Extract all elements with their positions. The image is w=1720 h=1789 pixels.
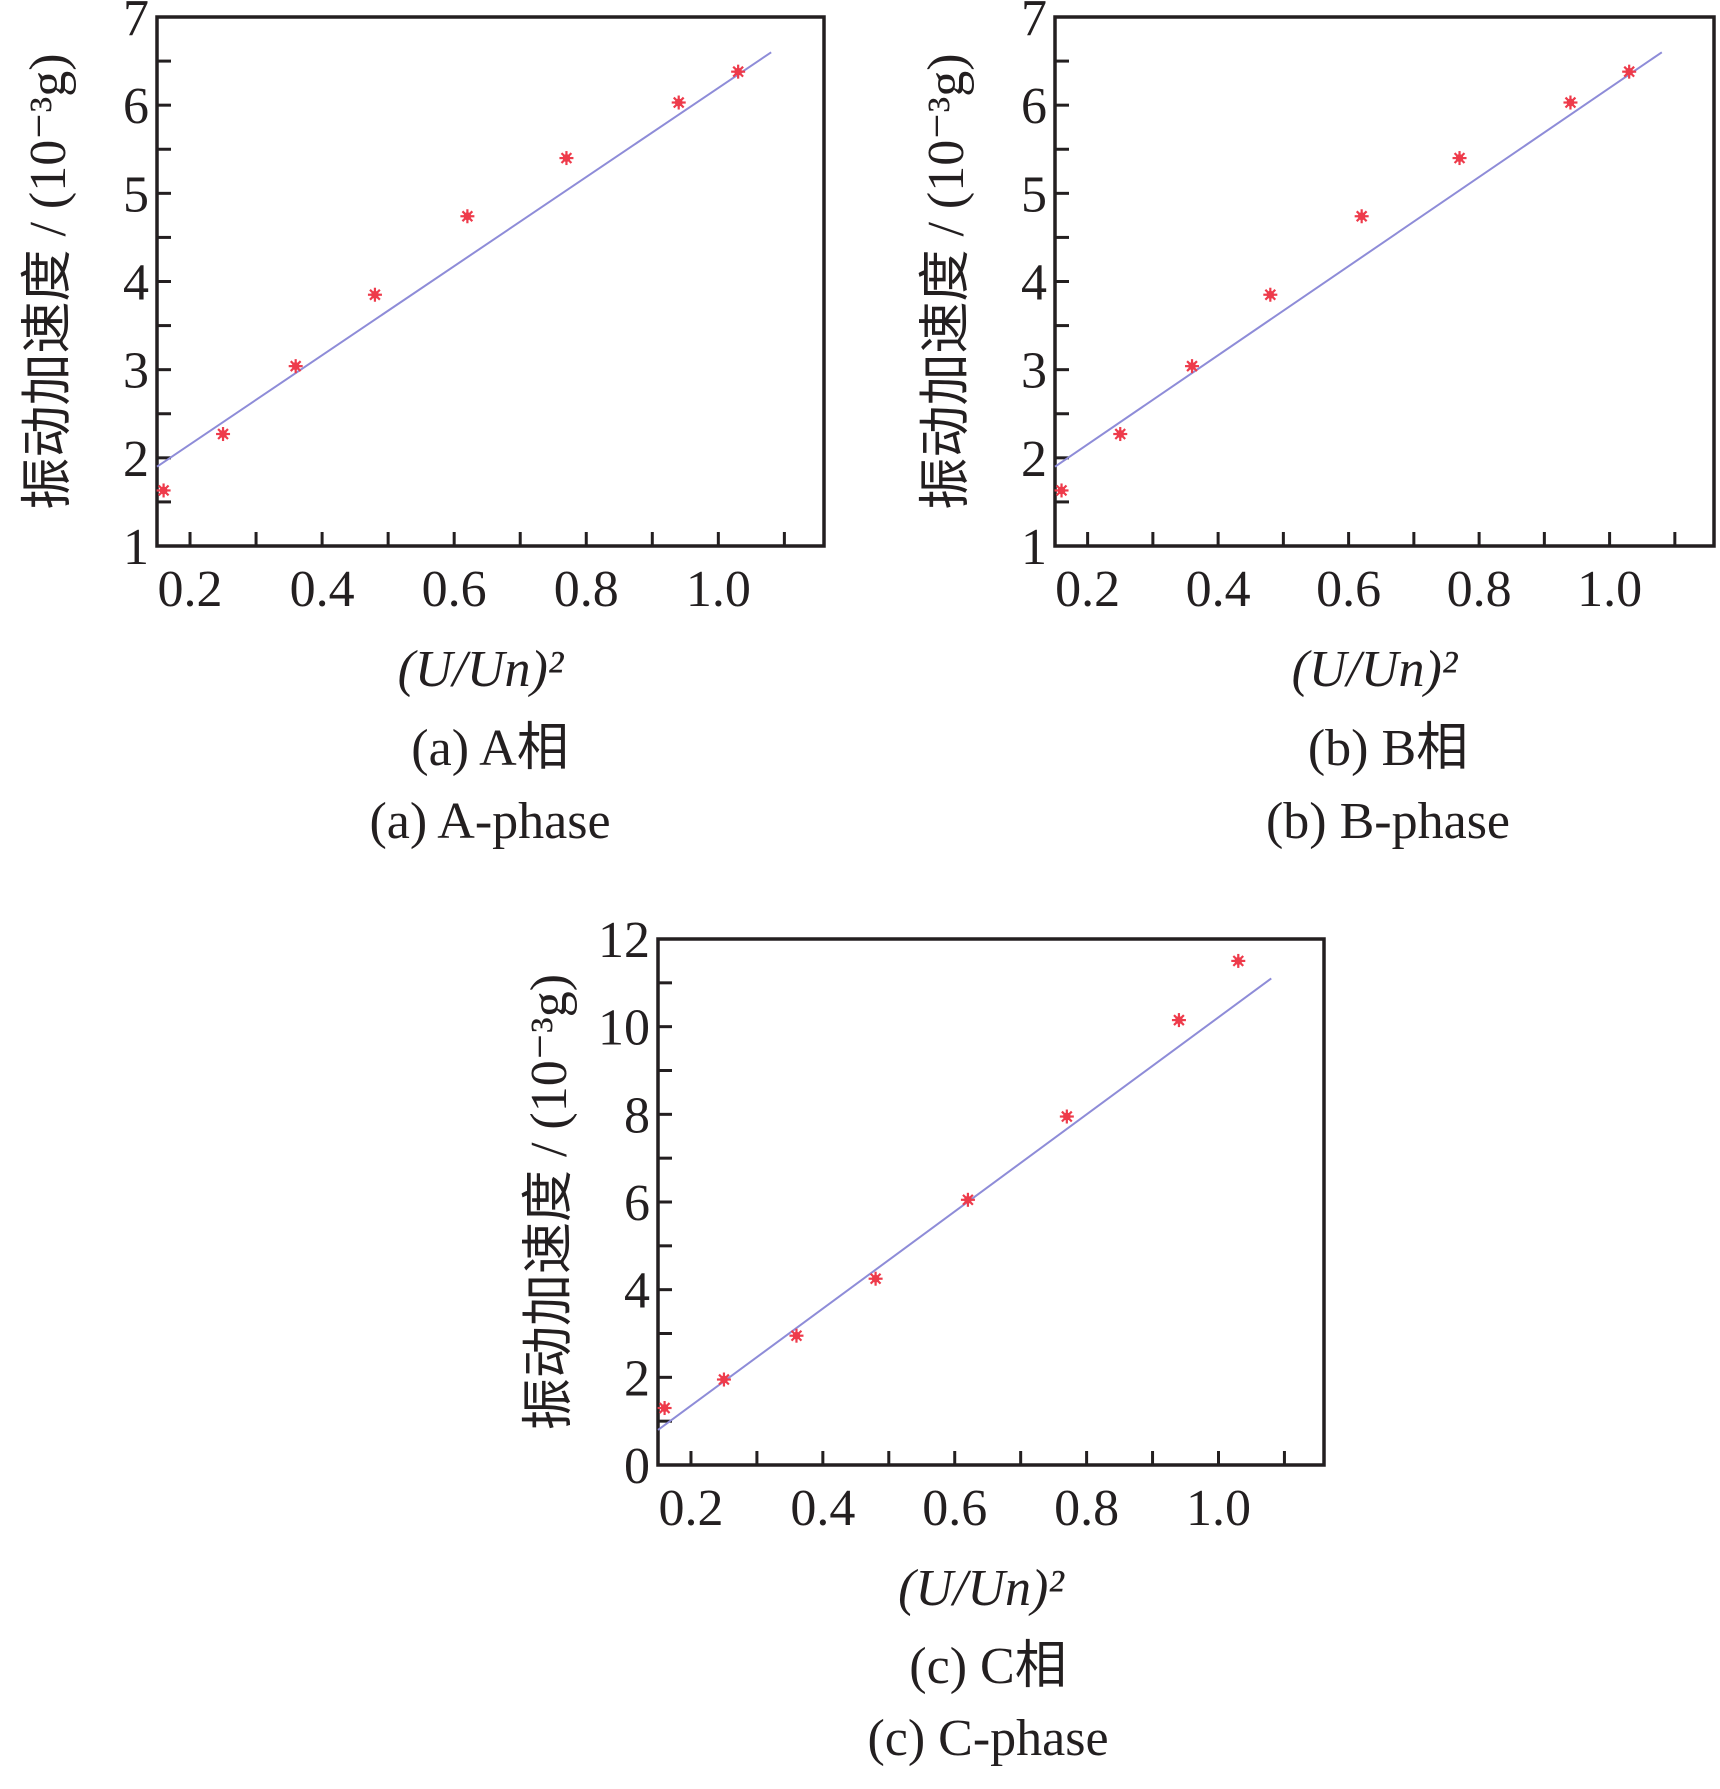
caption-chinese: (a) A相 (411, 720, 568, 777)
x-axis-title: (U/Un)² (1292, 641, 1459, 698)
x-tick-label: 0.2 (158, 561, 223, 618)
data-point (671, 95, 686, 110)
panel-b-chart: 0.2 0.4 0.6 0.8 1.0 1 2 3 4 5 6 7 振动加速度 / (10⁻³g) (U/… (918, 0, 1716, 850)
caption-chinese: (b) B相 (1308, 720, 1468, 777)
data-point (1185, 359, 1200, 374)
plot-frame (656, 937, 1326, 1467)
data-point (288, 359, 303, 374)
data-point (559, 151, 574, 166)
y-tick-label: 2 (1021, 431, 1047, 488)
data-point (1059, 1109, 1074, 1124)
y-tick-label: 10 (598, 1000, 650, 1057)
data-point (216, 427, 231, 442)
caption-english: (b) B-phase (1266, 793, 1510, 850)
data-point (1622, 64, 1637, 79)
x-tick-label: 0.2 (1055, 561, 1120, 618)
x-axis-title: (U/Un)² (398, 641, 565, 698)
fit-line (156, 51, 772, 468)
y-tick-label: 12 (598, 912, 650, 969)
x-tick-label: 0.4 (290, 561, 355, 618)
data-point (1263, 287, 1278, 302)
data-point (367, 287, 382, 302)
data-point (1354, 209, 1369, 224)
plot-frame (1053, 15, 1716, 548)
y-tick-label: 6 (1021, 78, 1047, 135)
y-tick-label: 3 (1021, 343, 1047, 400)
x-tick-label: 0.4 (790, 1480, 855, 1537)
data-point (960, 1192, 975, 1207)
y-tick-label: 5 (123, 166, 149, 223)
data-point (1113, 427, 1128, 442)
x-tick-label: 0.2 (658, 1480, 723, 1537)
y-axis-title: 振动加速度 / (10⁻³g) (918, 53, 975, 509)
y-tick-label: 5 (1021, 166, 1047, 223)
caption-english: (a) A-phase (369, 793, 610, 850)
fit-line (1054, 51, 1663, 468)
data-point (1231, 953, 1246, 968)
data-point (731, 64, 746, 79)
data-point (460, 209, 475, 224)
x-tick-label: 0.6 (1316, 561, 1381, 618)
data-point (1171, 1013, 1186, 1028)
x-axis-title: (U/Un)² (898, 1560, 1065, 1617)
y-tick-label: 1 (123, 519, 149, 576)
data-point (1452, 151, 1467, 166)
y-tick-label: 7 (1021, 0, 1047, 47)
x-tick-label: 1.0 (1186, 1480, 1251, 1537)
x-tick-label: 0.8 (1054, 1480, 1119, 1537)
data-point (716, 1372, 731, 1387)
caption-chinese: (c) C相 (909, 1638, 1066, 1695)
x-tick-label: 0.8 (554, 561, 619, 618)
y-tick-label: 6 (624, 1175, 650, 1232)
y-tick-label: 6 (123, 78, 149, 135)
y-tick-label: 0 (624, 1438, 650, 1495)
plot-frame (155, 15, 826, 548)
y-tick-label: 2 (123, 431, 149, 488)
y-tick-label: 3 (123, 343, 149, 400)
caption-english: (c) C-phase (867, 1710, 1108, 1767)
data-point (1563, 95, 1578, 110)
x-tick-label: 0.6 (422, 561, 487, 618)
y-axis-title: 振动加速度 / (10⁻³g) (20, 53, 77, 509)
y-tick-label: 4 (1021, 255, 1047, 312)
data-point (657, 1401, 672, 1416)
y-tick-label: 2 (624, 1350, 650, 1407)
x-tick-label: 0.8 (1447, 561, 1512, 618)
panel-c-chart: 0.2 0.4 0.6 0.8 1.0 0 2 4 6 8 10 12 振动加速度 / (10⁻³g) (… (521, 912, 1326, 1767)
y-tick-label: 8 (624, 1087, 650, 1144)
data-point (789, 1328, 804, 1343)
x-tick-label: 1.0 (1577, 561, 1642, 618)
data-point (156, 483, 171, 498)
y-tick-label: 4 (624, 1263, 650, 1320)
data-point (1054, 483, 1069, 498)
x-tick-label: 1.0 (686, 561, 751, 618)
y-tick-label: 1 (1021, 519, 1047, 576)
x-tick-label: 0.6 (922, 1480, 987, 1537)
panel-a-chart: 0.2 0.4 0.6 0.8 1.0 1 2 3 4 5 6 7 振动加速度 / (10⁻³g) (U/… (20, 0, 826, 850)
x-tick-label: 0.4 (1186, 561, 1251, 618)
y-tick-label: 7 (123, 0, 149, 47)
y-axis-title: 振动加速度 / (10⁻³g) (521, 974, 578, 1430)
data-point (868, 1271, 883, 1286)
y-tick-label: 4 (123, 255, 149, 312)
